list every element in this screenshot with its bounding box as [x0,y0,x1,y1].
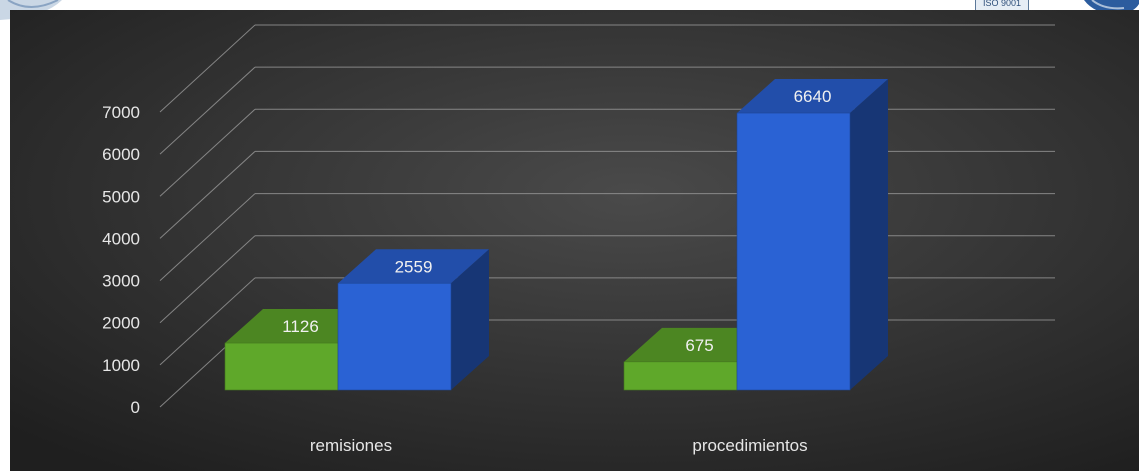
gridline-diagonal [159,24,256,113]
x-category-label: procedimientos [692,436,807,455]
data-label: 1126 [282,317,319,336]
data-label: 2559 [395,257,433,276]
bar [736,112,851,391]
y-tick-label: 2000 [102,314,140,333]
x-category-label: remisiones [310,436,392,455]
gridline-diagonal [159,66,256,155]
bar [623,361,738,391]
iso-badge-label: ISO 9001 [982,0,1022,8]
bar-top-face [338,249,489,284]
bar [337,282,452,391]
chart-area: 0 1000 2000 3000 4000 5000 6000 7000 1126 2559 rem… [10,10,1139,471]
gridline-diagonal [159,108,256,197]
y-tick-label: 1000 [102,356,140,375]
chart-background [10,10,1139,471]
data-label: 675 [685,336,713,355]
y-tick-label: 3000 [102,272,140,291]
y-tick-label: 0 [131,398,140,417]
y-tick-label: 4000 [102,229,140,248]
bar-side-face [451,249,489,390]
gridline-diagonal [159,151,256,239]
y-tick-label: 6000 [102,145,140,164]
bar [224,342,339,391]
chart-svg: 0 1000 2000 3000 4000 5000 6000 7000 1126 2559 rem… [10,10,1139,471]
bar-side-face [850,79,888,390]
gridline-diagonal [159,277,256,366]
bar-top-face [737,79,888,114]
data-label: 6640 [794,87,832,106]
gridline-diagonal [159,235,256,324]
gridline-diagonal [159,193,256,281]
y-tick-label: 7000 [102,103,140,122]
y-tick-label: 5000 [102,187,140,206]
